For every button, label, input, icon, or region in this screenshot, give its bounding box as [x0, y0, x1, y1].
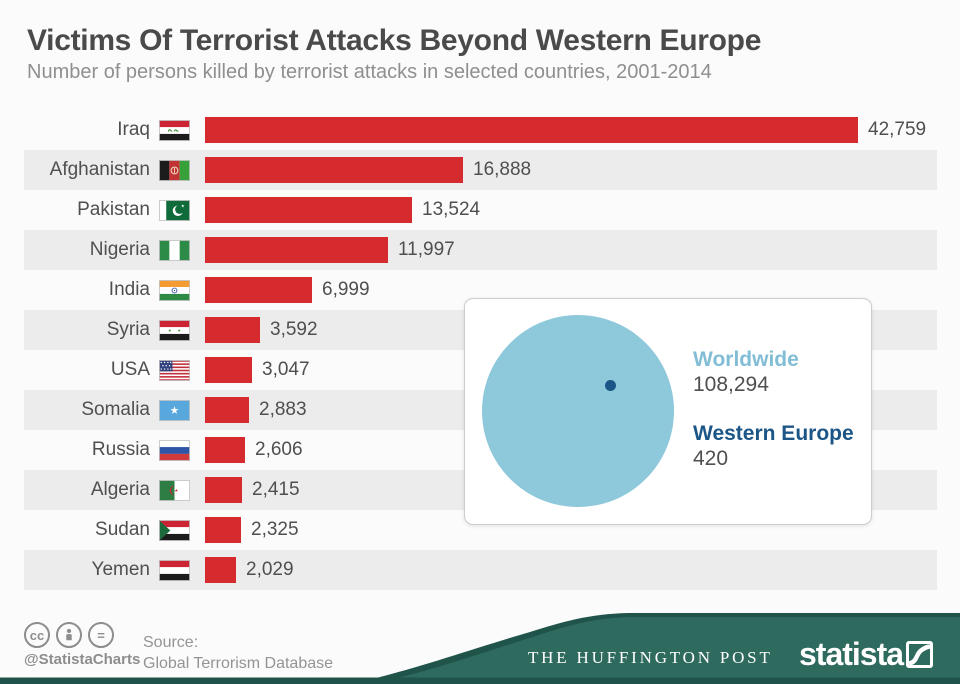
bar-track: 16,888: [205, 157, 937, 183]
equals-icon: =: [88, 622, 114, 648]
country-label: Nigeria: [89, 239, 150, 260]
value-label: 42,759: [868, 119, 927, 140]
value-label: 13,524: [422, 199, 481, 220]
chart-row: Sudan 2,325: [24, 510, 937, 550]
page-subtitle: Number of persons killed by terrorist at…: [27, 61, 712, 83]
india-flag-icon: [159, 279, 190, 301]
value-bar: [205, 197, 412, 223]
attribution-icon: [56, 622, 82, 648]
comparison-text: Worldwide 108,294 Western Europe 420: [693, 347, 854, 471]
value-bar: [205, 117, 858, 143]
source-name: Global Terrorism Database: [143, 655, 334, 672]
worldwide-label: Worldwide: [693, 348, 799, 371]
western-europe-dot: [605, 380, 616, 391]
value-bar: [205, 477, 242, 503]
iraq-flag-icon: [159, 119, 190, 141]
western-europe-label: Western Europe: [693, 422, 854, 445]
algeria-flag-icon: [159, 479, 190, 501]
country-label: USA: [110, 359, 150, 380]
bar-track: 2,325: [205, 517, 937, 543]
value-label: 2,883: [259, 399, 307, 420]
comparison-card: Worldwide 108,294 Western Europe 420: [464, 298, 872, 525]
worldwide-value: 108,294: [693, 373, 769, 396]
chart-row: Afghanistan 16,888: [24, 150, 937, 190]
statista-logo: statista: [799, 636, 904, 672]
value-bar: [205, 237, 388, 263]
value-bar: [205, 357, 252, 383]
statista-handle: @StatistaCharts: [24, 651, 141, 668]
country-label: Syria: [106, 319, 150, 340]
value-label: 2,415: [252, 479, 300, 500]
western-europe-value: 420: [693, 447, 729, 470]
bar-track: 3,592: [205, 317, 937, 343]
pakistan-flag-icon: [159, 199, 190, 221]
chart-row: Russia 2,606: [24, 430, 937, 470]
value-bar: [205, 557, 236, 583]
bar-track: 42,759: [205, 117, 937, 143]
sudan-flag-icon: [159, 519, 190, 541]
chart-row: Pakistan 13,524: [24, 190, 937, 230]
country-label: Sudan: [95, 519, 150, 540]
value-label: 11,997: [398, 239, 455, 260]
statista-logo-mark: [906, 641, 933, 668]
chart-row: Yemen 2,029: [24, 550, 937, 590]
syria-flag-icon: [159, 319, 190, 341]
russia-flag-icon: [159, 439, 190, 461]
usa-flag-icon: [159, 359, 190, 381]
chart-row: Iraq 42,759: [24, 110, 937, 150]
bar-track: 2,415: [205, 477, 937, 503]
nigeria-flag-icon: [159, 239, 190, 261]
country-label: Pakistan: [77, 199, 150, 220]
value-bar: [205, 277, 312, 303]
value-label: 6,999: [322, 279, 370, 300]
source-note: Source: Global Terrorism Database: [143, 632, 333, 674]
country-label: Iraq: [117, 119, 150, 140]
cc-license-icons: cc =: [24, 622, 114, 648]
bar-track: 3,047: [205, 357, 937, 383]
chart-row: India 6,999: [24, 270, 937, 310]
country-label: Yemen: [91, 559, 150, 580]
page-title: Victims Of Terrorist Attacks Beyond West…: [27, 24, 762, 57]
value-label: 2,029: [246, 559, 294, 580]
footer: cc = @StatistaCharts Source: Global Terr…: [0, 610, 960, 684]
somalia-flag-icon: [159, 399, 190, 421]
value-label: 3,047: [262, 359, 310, 380]
green-swoosh: [0, 613, 960, 684]
bar-track: 2,606: [205, 437, 937, 463]
bar-track: 13,524: [205, 197, 937, 223]
value-bar: [205, 397, 249, 423]
chart-row: Nigeria 11,997: [24, 230, 937, 270]
bar-track: 6,999: [205, 277, 937, 303]
value-label: 2,325: [251, 519, 299, 540]
chart-row: USA 3,047: [24, 350, 937, 390]
country-label: Algeria: [90, 479, 150, 500]
value-label: 3,592: [270, 319, 318, 340]
source-label: Source:: [143, 634, 199, 651]
country-label: Somalia: [81, 399, 150, 420]
value-bar: [205, 317, 260, 343]
afghanistan-flag-icon: [159, 159, 190, 181]
value-bar: [205, 157, 463, 183]
bar-track: 2,029: [205, 557, 937, 583]
value-bar: [205, 437, 245, 463]
huffington-post-logo: THE HUFFINGTON POST: [528, 648, 773, 667]
yemen-flag-icon: [159, 559, 190, 581]
value-label: 2,606: [255, 439, 303, 460]
value-bar: [205, 517, 241, 543]
bar-track: 11,997: [205, 237, 937, 263]
country-label: India: [108, 279, 150, 300]
cc-icon: cc: [24, 622, 50, 648]
country-label: Afghanistan: [49, 159, 150, 180]
bar-track: 2,883: [205, 397, 937, 423]
worldwide-circle: [482, 315, 674, 507]
value-label: 16,888: [473, 159, 532, 180]
country-label: Russia: [91, 439, 150, 460]
